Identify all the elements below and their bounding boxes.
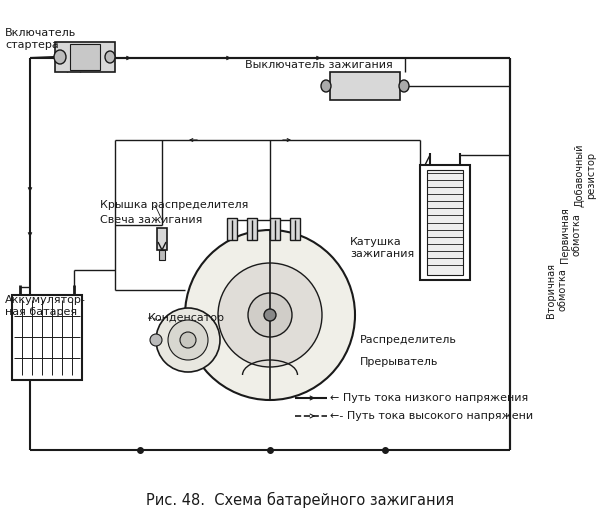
Bar xyxy=(12,295,82,380)
Text: ← Путь тока низкого напряжения: ← Путь тока низкого напряжения xyxy=(330,393,528,403)
Text: Рис. 48.  Схема батарейного зажигания: Рис. 48. Схема батарейного зажигания xyxy=(146,492,454,508)
Text: Выключатель зажигания: Выключатель зажигания xyxy=(245,60,393,70)
Text: Первичная
обмотка: Первичная обмотка xyxy=(560,207,582,263)
Text: Включатель
стартера: Включатель стартера xyxy=(5,28,76,50)
Text: ←- Путь тока высокого напряжени: ←- Путь тока высокого напряжени xyxy=(330,411,533,421)
Text: Вторичная
обмотка: Вторичная обмотка xyxy=(546,262,568,317)
Ellipse shape xyxy=(54,50,66,64)
Circle shape xyxy=(150,334,162,346)
Text: Крышка распределителя: Крышка распределителя xyxy=(100,200,248,210)
Text: Катушка
зажигания: Катушка зажигания xyxy=(350,237,414,259)
Text: ζ: ζ xyxy=(160,233,164,243)
Bar xyxy=(70,44,100,70)
Circle shape xyxy=(168,320,208,360)
Text: Конденсатор: Конденсатор xyxy=(148,313,225,323)
Circle shape xyxy=(218,263,322,367)
Bar xyxy=(157,228,167,250)
Bar xyxy=(55,42,115,72)
Circle shape xyxy=(264,309,276,321)
Bar xyxy=(270,218,280,240)
Text: Распределитель: Распределитель xyxy=(360,335,457,345)
Bar xyxy=(420,165,470,280)
Circle shape xyxy=(180,332,196,348)
Ellipse shape xyxy=(321,80,331,92)
Bar xyxy=(330,72,400,100)
Text: Свеча зажигания: Свеча зажигания xyxy=(100,215,202,225)
Text: Аккумулятор-
ная батарея: Аккумулятор- ная батарея xyxy=(5,295,86,317)
Circle shape xyxy=(248,293,292,337)
Text: Добавочный
резистор: Добавочный резистор xyxy=(574,143,596,207)
Bar xyxy=(247,218,257,240)
Circle shape xyxy=(185,230,355,400)
Bar xyxy=(159,250,165,260)
Circle shape xyxy=(156,308,220,372)
Bar xyxy=(427,170,463,275)
Bar xyxy=(227,218,237,240)
Ellipse shape xyxy=(399,80,409,92)
Bar xyxy=(290,218,300,240)
Text: Прерыватель: Прерыватель xyxy=(360,357,439,367)
Ellipse shape xyxy=(105,51,115,63)
